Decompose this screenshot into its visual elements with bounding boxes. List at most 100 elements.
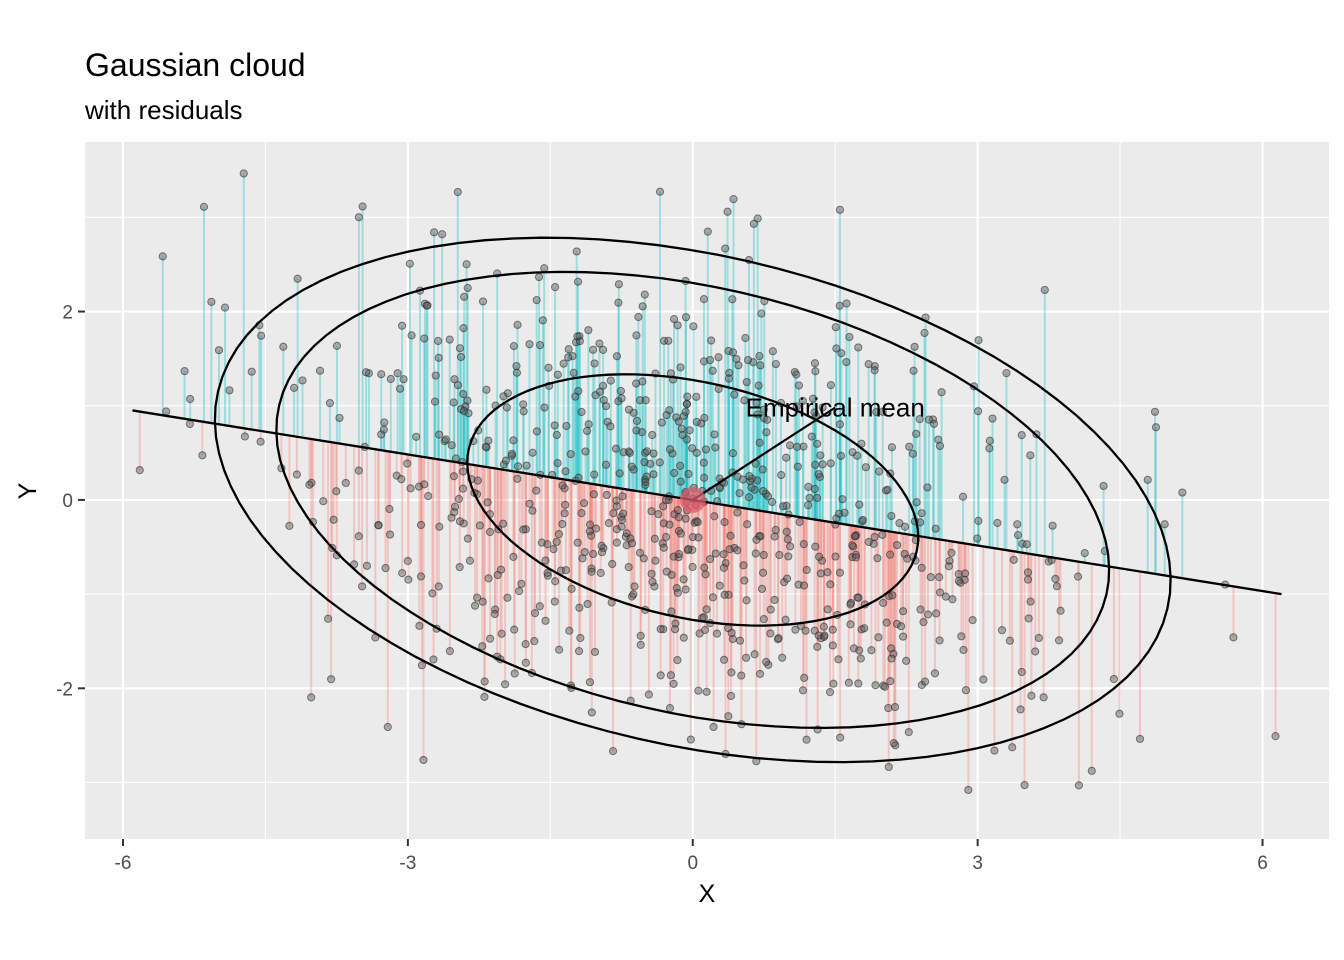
data-point: [618, 509, 628, 518]
data-point: [665, 445, 675, 454]
data-point: [708, 593, 718, 602]
data-point: [846, 600, 855, 609]
contour-ellipses: [213, 236, 1172, 764]
data-point: [681, 585, 690, 594]
data-point: [705, 554, 715, 564]
data-point: [681, 407, 690, 416]
data-point: [694, 686, 703, 695]
data-point: [536, 341, 545, 350]
data-point: [1013, 531, 1023, 540]
data-point: [450, 375, 459, 384]
data-point: [941, 592, 950, 601]
data-point: [332, 341, 342, 350]
data-point: [684, 469, 693, 479]
data-point: [708, 366, 717, 375]
data-point: [1031, 647, 1040, 656]
data-point: [682, 435, 691, 444]
data-point: [1026, 597, 1035, 606]
data-point: [573, 277, 583, 286]
data-point: [887, 511, 896, 521]
data-point: [740, 396, 749, 405]
data-point: [319, 497, 328, 506]
data-point: [985, 436, 994, 445]
empirical-mean-group: Empirical mean: [679, 393, 925, 513]
data-point: [755, 352, 764, 361]
data-point: [608, 747, 618, 756]
data-point: [783, 535, 792, 544]
data-point: [207, 297, 216, 306]
data-point: [480, 677, 489, 686]
data-point: [377, 370, 386, 379]
data-point: [597, 548, 607, 557]
data-point: [656, 671, 665, 680]
data-point: [512, 361, 521, 371]
data-point: [871, 681, 880, 690]
data-point: [692, 417, 701, 427]
data-point: [644, 690, 654, 699]
data-point: [513, 462, 523, 471]
data-point: [893, 540, 902, 550]
data-point: [158, 252, 167, 261]
data-point: [711, 549, 720, 558]
data-point: [441, 435, 450, 444]
data-point: [676, 529, 685, 538]
data-point: [805, 493, 814, 503]
data-point: [742, 596, 751, 605]
data-point: [826, 381, 835, 390]
data-point: [684, 544, 693, 554]
data-point: [501, 456, 511, 465]
data-point: [1039, 693, 1048, 702]
data-point: [669, 315, 679, 324]
data-point: [889, 738, 898, 748]
data-point: [714, 353, 723, 362]
data-point: [499, 519, 508, 528]
data-point: [428, 589, 437, 598]
data-point: [835, 205, 845, 214]
data-point: [851, 532, 860, 541]
data-point: [842, 299, 851, 308]
data-point: [513, 474, 522, 483]
data-point: [576, 633, 585, 643]
data-point: [587, 708, 596, 717]
data-point: [673, 321, 682, 330]
data-point: [180, 367, 189, 376]
data-point: [771, 359, 780, 369]
data-point: [135, 466, 144, 475]
data-point: [654, 510, 663, 519]
data-point: [1026, 451, 1035, 460]
data-point: [532, 296, 541, 305]
data-point: [429, 655, 438, 664]
data-point: [1051, 574, 1060, 583]
data-point: [759, 550, 768, 560]
data-point: [672, 413, 681, 422]
data-point: [460, 292, 469, 301]
data-point: [679, 575, 688, 584]
data-point: [602, 490, 611, 500]
data-point: [899, 607, 908, 616]
data-point: [509, 552, 518, 561]
data-point: [279, 342, 288, 351]
data-point: [720, 590, 729, 599]
data-point: [701, 445, 710, 454]
data-point: [692, 392, 701, 401]
data-point: [499, 460, 508, 469]
data-point: [650, 582, 659, 591]
data-point: [609, 509, 618, 518]
data-point: [642, 447, 652, 456]
data-point: [674, 513, 683, 522]
data-point: [762, 657, 771, 667]
data-point: [723, 207, 732, 216]
data-point: [884, 703, 893, 713]
data-point: [742, 377, 751, 387]
data-point: [729, 195, 738, 204]
data-point: [741, 333, 750, 343]
data-point: [639, 554, 648, 563]
data-point: [220, 303, 230, 312]
data-point: [774, 634, 783, 643]
data-point: [944, 562, 953, 571]
data-point: [293, 274, 302, 283]
data-point: [601, 401, 611, 411]
data-point: [640, 457, 649, 467]
data-point: [484, 436, 493, 445]
data-point: [836, 451, 846, 460]
